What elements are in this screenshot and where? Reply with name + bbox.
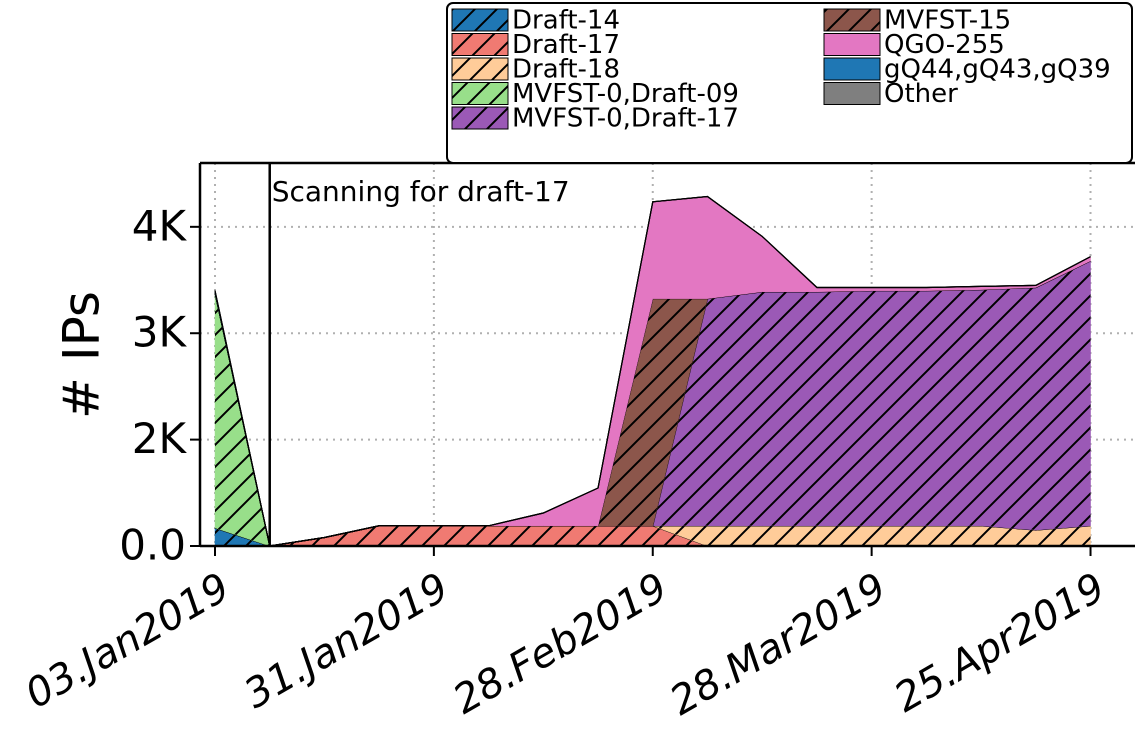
- legend-hatch: [452, 107, 508, 129]
- x-tick-label: 03.Jan2019: [18, 564, 238, 717]
- legend-label: Draft-17: [512, 30, 620, 60]
- legend-entry: Draft-17: [451, 30, 620, 60]
- legend-label: MVFST-0,Draft-09: [512, 79, 739, 109]
- legend-box: [446, 2, 1133, 164]
- legend-entry: gQ44,gQ43,gQ39: [823, 55, 1111, 85]
- legend-label: QGO-255: [884, 30, 1005, 60]
- legend-entry: Draft-14: [451, 6, 620, 36]
- x-tick-label: 31.Jan2019: [237, 564, 457, 717]
- area-edge: [214, 195, 1091, 547]
- legend-label: Draft-14: [512, 6, 620, 36]
- legend-hatch: [452, 9, 508, 31]
- legend-hatch: [452, 58, 508, 80]
- area-hatch: [215, 525, 1091, 546]
- legend-hatch: [452, 33, 508, 56]
- y-tick-label: 4K: [132, 201, 188, 250]
- x-tick-label: 25.Apr2019: [887, 564, 1113, 721]
- area-hatch: [215, 525, 1091, 546]
- legend-entry: MVFST-0,Draft-09: [451, 79, 739, 109]
- area-hatch: [215, 260, 1091, 546]
- legend-hatch: [824, 9, 880, 31]
- legend-entry: MVFST-0,Draft-17: [451, 104, 739, 134]
- legend-swatch: [823, 33, 881, 56]
- legend-entry: QGO-255: [823, 30, 1005, 60]
- legend-label: MVFST-15: [884, 6, 1011, 36]
- annotation: Scanning for draft-17: [272, 175, 570, 208]
- legend-hatch: [452, 82, 508, 105]
- y-tick-label: 2K: [132, 414, 188, 463]
- legend-entry: MVFST-15: [823, 6, 1011, 36]
- y-axis-label: # IPs: [53, 291, 111, 419]
- y-tick-label: 3K: [132, 308, 188, 357]
- x-tick-label: 28.Feb2019: [446, 564, 675, 723]
- legend-swatch: [823, 57, 881, 81]
- legend-entry: Other: [823, 79, 958, 109]
- legend-entry: Draft-18: [451, 55, 620, 85]
- legend-label: gQ44,gQ43,gQ39: [884, 55, 1111, 85]
- y-tick-label: 0.0: [119, 521, 186, 570]
- area-hatch: [215, 260, 1091, 546]
- legend-label: Other: [884, 79, 958, 109]
- legend-swatch: [823, 82, 881, 105]
- x-tick-label: 28.Mar2019: [663, 564, 895, 724]
- legend-label: Draft-18: [512, 55, 620, 85]
- legend-label: MVFST-0,Draft-17: [512, 104, 739, 134]
